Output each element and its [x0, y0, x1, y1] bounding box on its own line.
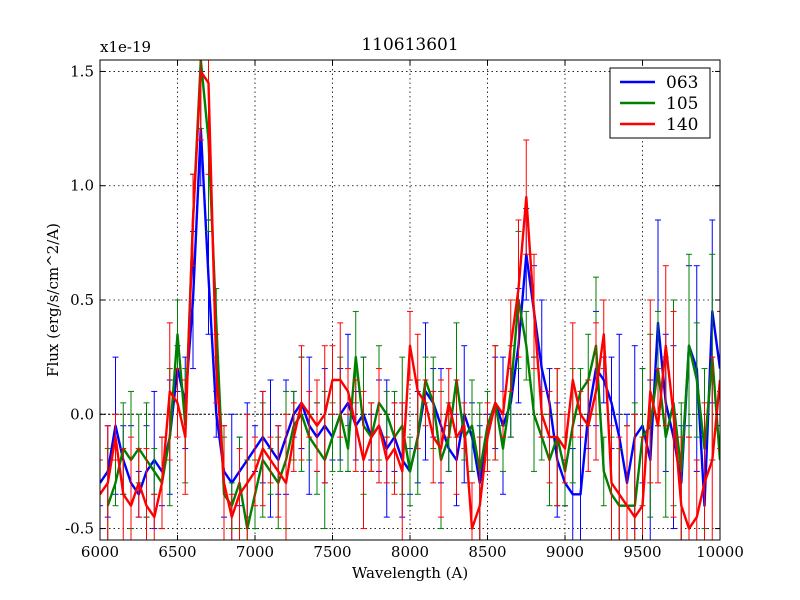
y-tick-label: 1.5 — [70, 62, 94, 80]
x-axis-label: Wavelength (A) — [352, 564, 468, 582]
y-tick-label: 1.0 — [70, 177, 94, 195]
x-tick-label: 7500 — [313, 543, 351, 561]
y-axis-label: Flux (erg/s/cm^2/A) — [44, 223, 62, 377]
series-line-140 — [100, 70, 720, 530]
y-multiplier-label: x1e-19 — [100, 38, 151, 56]
y-tick-label: 0.5 — [70, 291, 94, 309]
x-tick-label: 10000 — [696, 543, 744, 561]
series-group — [100, 60, 720, 540]
y-tick-label: -0.5 — [65, 520, 94, 538]
chart-title: 110613601 — [361, 35, 458, 55]
x-tick-label: 6000 — [81, 543, 119, 561]
legend-label-105: 105 — [666, 94, 698, 114]
legend-label-140: 140 — [666, 115, 698, 135]
y-tick-label: 0.0 — [70, 405, 94, 423]
series-140 — [100, 60, 720, 540]
legend-label-063: 063 — [666, 73, 698, 93]
x-tick-label: 6500 — [158, 543, 196, 561]
x-tick-label: 9500 — [623, 543, 661, 561]
x-tick-label: 7000 — [236, 543, 274, 561]
axis-ticks: 6000 6500 7000 7500 8000 8500 9000 9500 10000 -0.… — [65, 60, 744, 561]
x-tick-label: 8500 — [468, 543, 506, 561]
x-tick-label: 8000 — [391, 543, 429, 561]
x-tick-label: 9000 — [546, 543, 584, 561]
